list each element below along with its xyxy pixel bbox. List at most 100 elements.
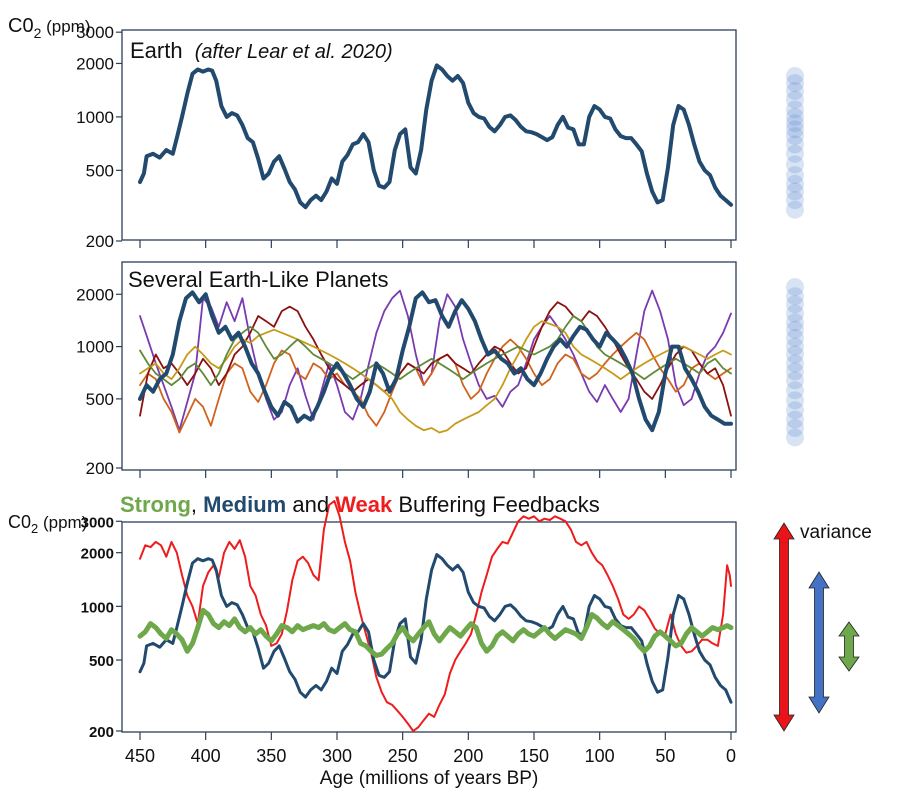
variance-label: variance	[800, 522, 872, 543]
double-arrow-shape	[838, 621, 860, 672]
variance-arrow-weak	[773, 522, 795, 732]
panel-earth-title: Earth (after Lear et al. 2020)	[130, 38, 393, 63]
variance-dot	[786, 200, 804, 219]
variance-dot	[786, 135, 804, 154]
variance-arrow-strong	[838, 621, 860, 672]
y-tick-label: 200	[89, 724, 114, 741]
variance-dot	[786, 362, 804, 381]
variance-dot	[786, 287, 804, 306]
x-tick-label: 0	[726, 746, 736, 766]
y-tick-label: 2000	[76, 285, 114, 304]
panel-earth-title-note: (after Lear et al. 2020)	[195, 41, 393, 63]
x-tick-label: 100	[585, 746, 615, 766]
x-tick-label: 50	[655, 746, 675, 766]
panel-earth-x-ticks	[139, 240, 732, 248]
variance-dot	[786, 144, 804, 163]
variance-dot	[786, 114, 804, 133]
variance-dot	[786, 120, 804, 139]
panel-earth-lines	[138, 63, 733, 210]
panel-earth-frame	[121, 29, 737, 241]
variance-dot	[786, 371, 804, 390]
y-tick-label: 500	[86, 161, 114, 180]
series-line-medium	[138, 553, 733, 704]
variance-dot	[786, 313, 804, 332]
panel-buffering-y-label-sub: 2	[31, 521, 38, 536]
panel-buffering-y-label: C02 (ppm)	[8, 512, 87, 536]
panel-buffering-y-label-prefix: C0	[8, 512, 31, 532]
title-part-0: Strong	[120, 492, 191, 517]
variance-dot	[786, 67, 804, 85]
title-part-5: Buffering Feedbacks	[392, 492, 600, 517]
series-line-earth	[138, 63, 733, 210]
variance-dot	[786, 401, 804, 420]
y-tick-label: 2000	[76, 54, 114, 73]
series-line-strong	[137, 607, 734, 658]
panel-planets-lines	[138, 289, 733, 434]
panel-earth-y-ticks: 200 500 1000 2000 3000	[76, 23, 122, 251]
title-part-1: ,	[191, 492, 203, 517]
y-tick-label: 500	[89, 653, 114, 670]
y-tick-label: 3000	[81, 514, 114, 531]
variance-dot	[786, 182, 804, 201]
variance-dot	[786, 166, 804, 185]
variance-dot	[786, 345, 804, 364]
x-tick-label: 250	[388, 746, 418, 766]
variance-dot	[786, 419, 804, 437]
title-part-4: Weak	[335, 492, 393, 517]
variance-dot	[786, 90, 804, 109]
y-tick-label: 1000	[81, 599, 114, 616]
variance-dot	[786, 107, 804, 126]
series-line-planet-navy	[138, 290, 733, 433]
variance-dot	[786, 320, 804, 339]
panel-buffering-y-label-suffix: (ppm)	[38, 513, 87, 532]
variance-dot	[786, 329, 804, 347]
y-tick-label: 1000	[76, 108, 114, 127]
variance-arrow-medium	[808, 571, 830, 714]
variance-dot	[786, 191, 804, 210]
variance-arrows: variance	[773, 522, 872, 732]
variance-dot	[786, 82, 804, 100]
panel-earth-y-label-prefix: C0	[8, 15, 34, 37]
variance-dot	[786, 391, 804, 410]
x-tick-label: 300	[322, 746, 352, 766]
y-tick-label: 1000	[76, 338, 114, 357]
variance-dot	[786, 295, 804, 314]
variance-dot	[786, 74, 804, 93]
panel-earth-y-label: C02 (ppm)	[8, 15, 91, 41]
earth-dot-column	[786, 67, 804, 219]
series-line-weak	[139, 500, 732, 732]
x-axis-label: Age (millions of years BP)	[320, 768, 539, 789]
variance-dot	[786, 155, 804, 174]
x-tick-label: 450	[125, 746, 155, 766]
panel-earth-y-label-suffix: (ppm)	[41, 17, 90, 36]
panel-buffering-lines	[137, 500, 734, 732]
panel-buffering-frame	[121, 521, 737, 733]
panel-earth-y-label-sub: 2	[34, 25, 42, 41]
title-part-2: Medium	[203, 492, 286, 517]
x-tick-label: 150	[519, 746, 549, 766]
variance-dot	[786, 278, 804, 297]
variance-dot	[786, 127, 804, 146]
x-tick-label: 400	[191, 746, 221, 766]
variance-dot	[786, 337, 804, 356]
y-tick-label: 200	[86, 232, 114, 251]
y-tick-label: 3000	[76, 23, 114, 42]
variance-dot	[786, 100, 804, 119]
panel-earth: 200 500 1000 2000 3000 Earth (after Lear et …	[8, 15, 804, 251]
title-part-3: and	[286, 492, 335, 517]
series-line-planet-orange	[139, 331, 732, 434]
panel-planets: 200 500 1000 2000 Several Earth-Like Planet…	[76, 261, 804, 478]
variance-dot	[786, 304, 804, 323]
y-tick-label: 2000	[81, 546, 114, 563]
variance-dot	[786, 381, 804, 400]
panel-planets-y-ticks: 200 500 1000 2000	[76, 285, 122, 478]
variance-dot	[786, 410, 804, 429]
variance-dot	[786, 428, 804, 447]
planets-dot-column	[786, 278, 804, 447]
y-tick-label: 500	[86, 390, 114, 409]
variance-dot	[786, 174, 804, 193]
x-tick-label: 200	[453, 746, 483, 766]
variance-dot	[786, 354, 804, 373]
